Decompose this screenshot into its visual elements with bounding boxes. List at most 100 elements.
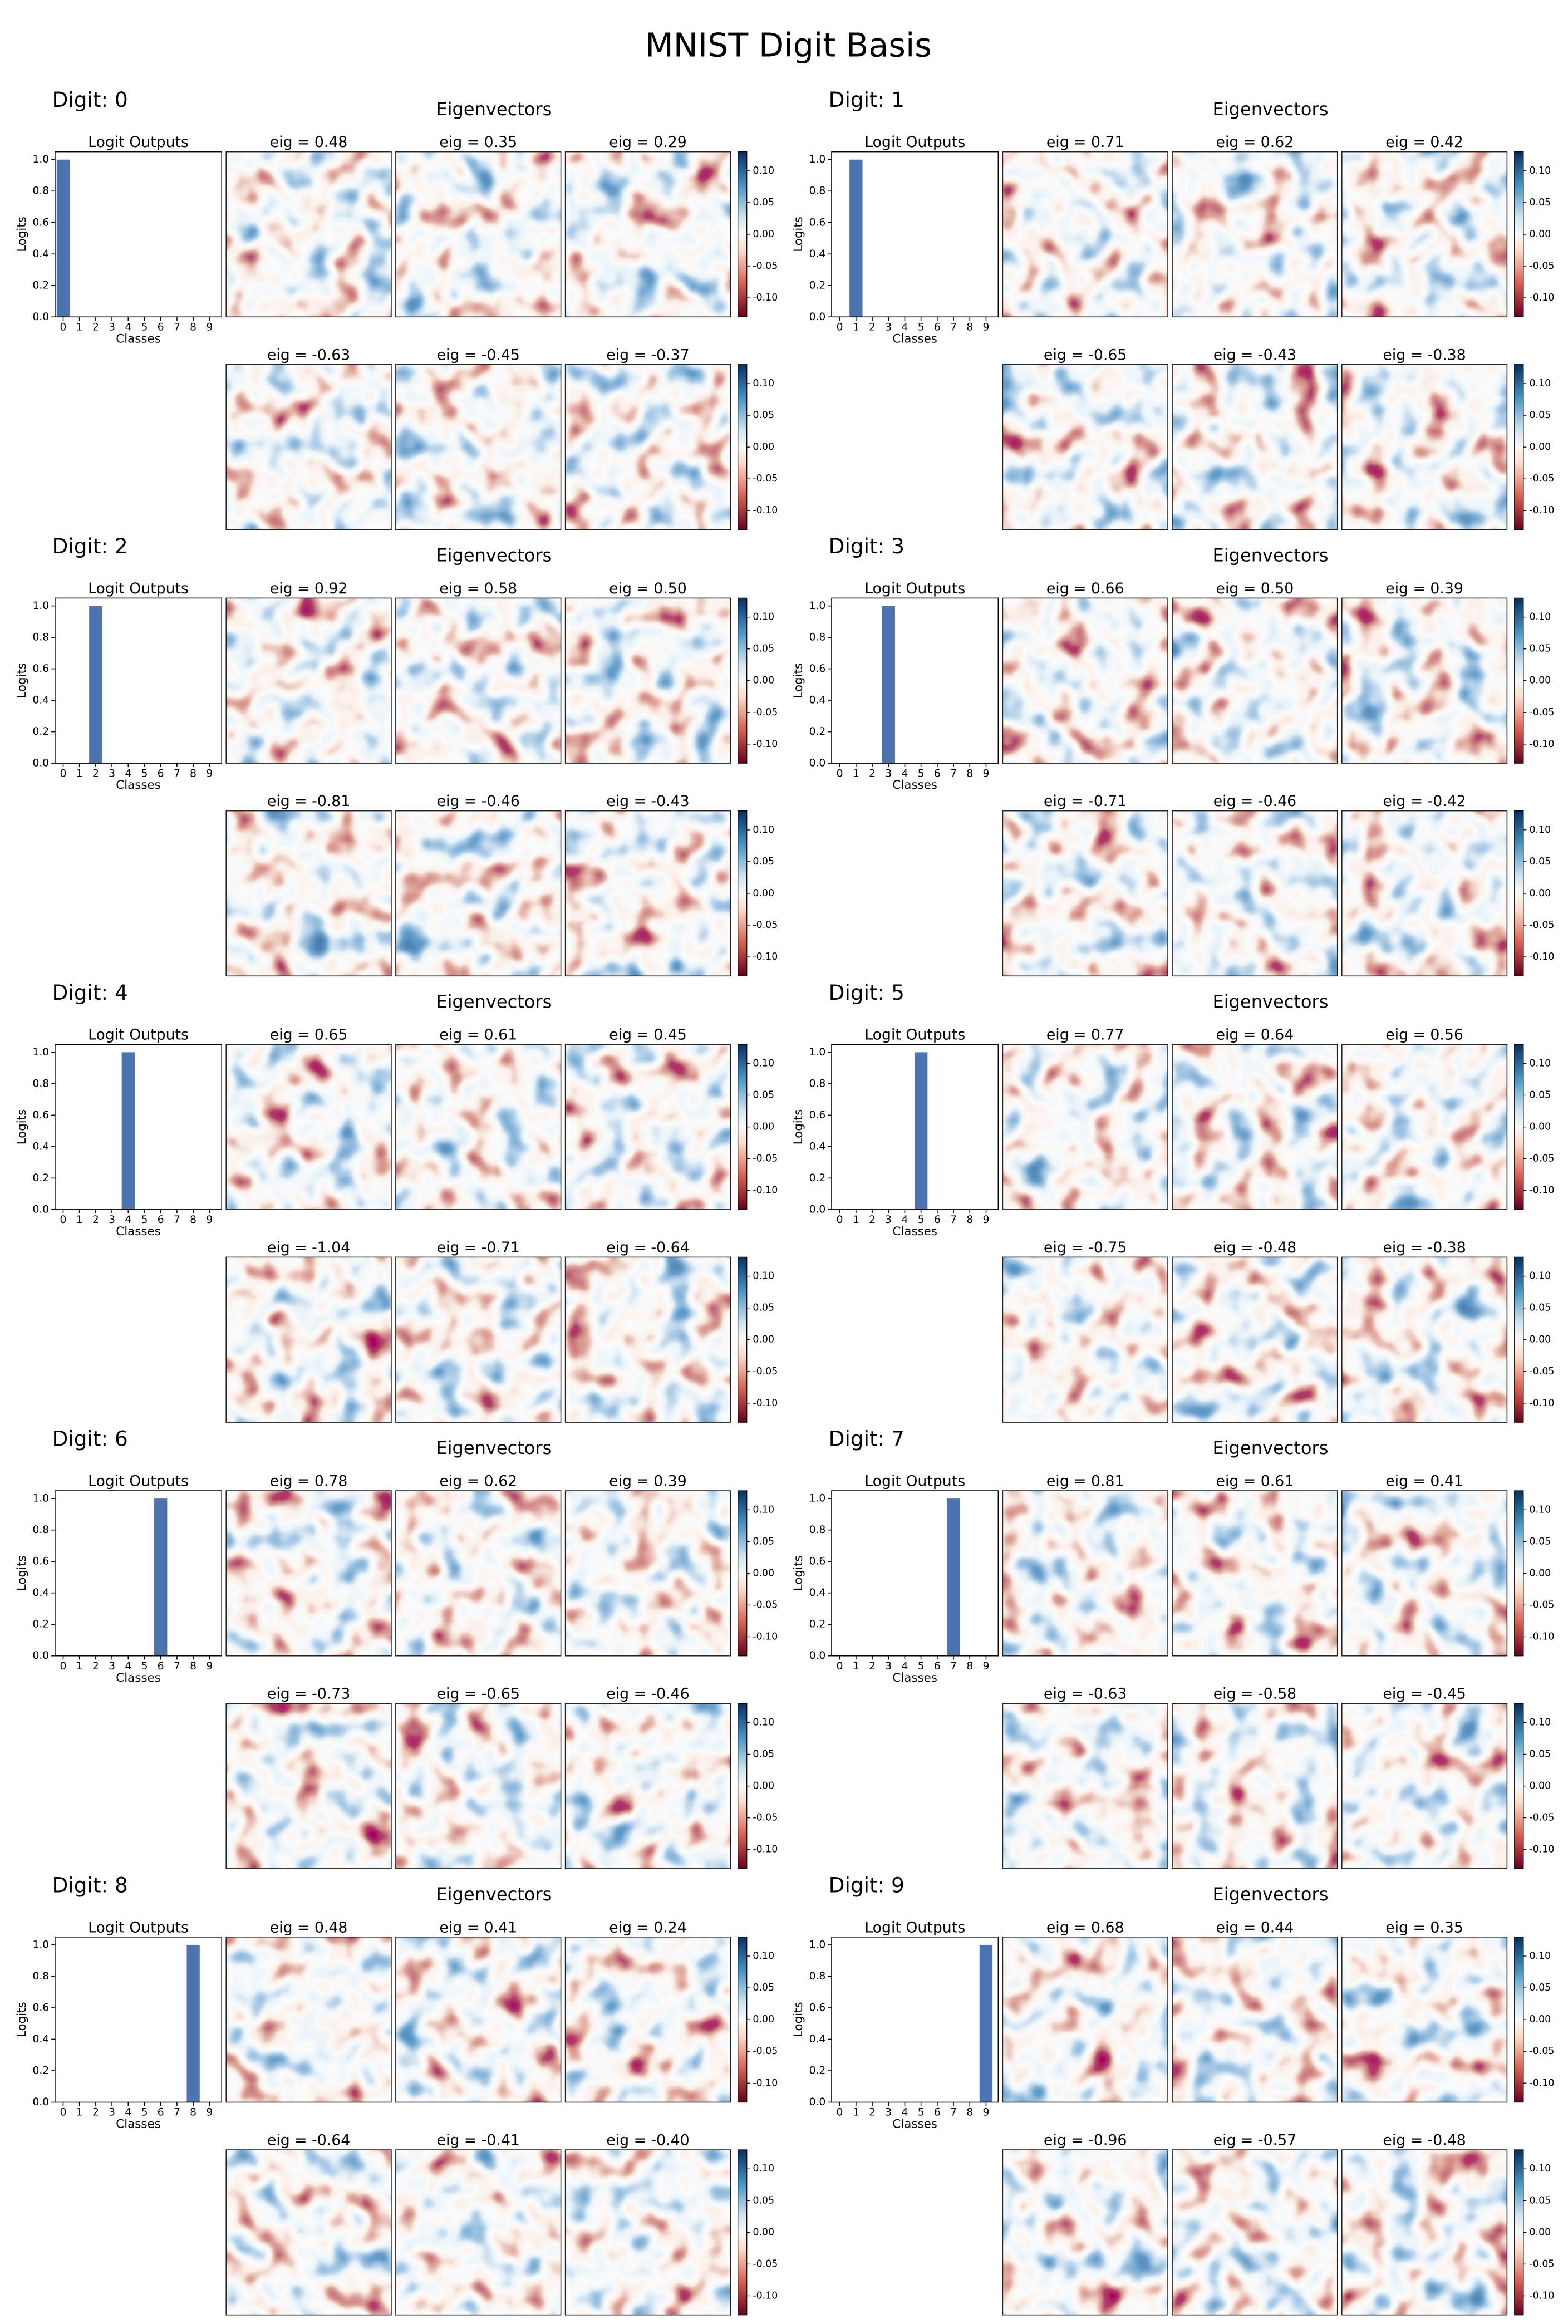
- colorbar-tick-label: 0.05: [1530, 1536, 1551, 1547]
- eigenvector-image: [395, 151, 561, 317]
- x-tick-label: 6: [158, 768, 164, 779]
- x-tick-label: 7: [950, 768, 957, 779]
- y-tick-label: 0.2: [809, 1172, 826, 1184]
- y-tick-label: 0.8: [32, 1078, 49, 1089]
- colorbar-tick-label: 0.10: [1530, 1717, 1551, 1728]
- y-tick-label: 0.0: [809, 758, 826, 769]
- eigen-title: Eigenvectors: [1212, 99, 1328, 120]
- x-tick-label: 2: [869, 2107, 876, 2119]
- image-frame: [1341, 1703, 1508, 1869]
- image-frame: [1341, 1937, 1508, 2103]
- y-tick-label: 0.4: [32, 1587, 49, 1599]
- y-tick-label: 0.8: [32, 1971, 49, 1982]
- x-axis-label: Classes: [892, 1225, 937, 1239]
- colorbar-tick-label: 0.10: [753, 378, 774, 389]
- image-frame: [1341, 810, 1508, 977]
- image-frame: [1172, 151, 1338, 318]
- x-tick-label: 8: [966, 1660, 973, 1672]
- eigenvector-image: [1172, 1257, 1338, 1423]
- y-tick-label: 0.0: [32, 1650, 49, 1662]
- eigen-label: eig = 0.66: [1046, 580, 1124, 597]
- eigenvector-image: [1341, 151, 1507, 317]
- colorbar-tick-label: 0.05: [753, 2195, 774, 2206]
- y-tick-label: 1.0: [32, 1493, 49, 1505]
- eigen-label: eig = -0.43: [606, 793, 689, 810]
- eigen-label: eig = 0.50: [609, 580, 687, 597]
- colorbar-tick-label: -0.10: [1530, 951, 1555, 962]
- colorbar-tick-label: 0.05: [753, 1090, 774, 1101]
- eigen-label: eig = 0.56: [1385, 1026, 1463, 1044]
- image-frame: [564, 1703, 731, 1869]
- colorbar-tick-label: 0.00: [753, 675, 774, 686]
- image-frame: [1002, 1256, 1168, 1423]
- chart-title: Logit Outputs: [88, 1919, 189, 1936]
- y-axis-label: Logits: [792, 217, 805, 252]
- x-tick-label: 6: [934, 1214, 941, 1226]
- y-tick-label: 0.0: [809, 2096, 826, 2108]
- eigenvector-image: [565, 810, 731, 976]
- bar: [89, 606, 102, 764]
- y-tick-label: 0.6: [809, 663, 826, 675]
- eigen-label: eig = 0.50: [1216, 580, 1294, 597]
- y-tick-label: 0.2: [809, 1619, 826, 1630]
- eigen-label: eig = 0.71: [1046, 134, 1124, 151]
- chart-title: Logit Outputs: [88, 1472, 189, 1490]
- image-frame: [1002, 1490, 1168, 1657]
- digit-label: Digit: 7: [829, 1427, 905, 1451]
- image-frame: [395, 597, 562, 764]
- x-axis-label: Classes: [892, 778, 937, 792]
- y-tick-label: 0.4: [32, 1141, 49, 1152]
- eigenvector-image: [1172, 1937, 1338, 2102]
- x-tick-label: 3: [109, 1214, 115, 1226]
- colorbar-tick-label: -0.05: [1530, 261, 1555, 272]
- chart-title: Logit Outputs: [864, 134, 965, 151]
- eigenvector-image: [1172, 598, 1338, 764]
- colorbar-tick-label: -0.10: [1530, 2290, 1555, 2301]
- y-tick-label: 0.2: [32, 1619, 49, 1630]
- eigen-label: eig = -0.46: [606, 1686, 689, 1703]
- x-tick-label: 1: [76, 768, 83, 779]
- colorbar-tick-label: -0.05: [1530, 707, 1555, 718]
- y-tick-label: 0.4: [809, 1587, 826, 1599]
- eigen-title: Eigenvectors: [1212, 545, 1328, 566]
- eigen-label: eig = -0.42: [1383, 793, 1466, 810]
- axes-frame: [831, 1490, 999, 1657]
- x-tick-label: 0: [60, 768, 67, 779]
- eigenvector-image: [226, 1703, 391, 1869]
- colorbar: [1514, 810, 1524, 976]
- y-tick-label: 0.8: [32, 1524, 49, 1536]
- colorbar-tick-label: 0.10: [753, 165, 774, 176]
- eigen-label: eig = 0.48: [270, 1919, 348, 1936]
- x-tick-label: 1: [853, 768, 859, 779]
- eigen-label: eig = 0.29: [609, 134, 687, 151]
- colorbar-tick-label: 0.10: [753, 2163, 774, 2174]
- colorbar-tick-label: -0.10: [753, 1185, 778, 1196]
- colorbar-tick-label: -0.05: [1530, 1366, 1555, 1377]
- eigenvector-image: [565, 1703, 731, 1869]
- x-tick-label: 0: [837, 1214, 843, 1226]
- chart-title: Logit Outputs: [864, 1919, 965, 1936]
- x-tick-label: 4: [901, 321, 908, 333]
- x-tick-label: 2: [869, 321, 876, 333]
- colorbar-tick-label: 0.05: [1530, 2195, 1551, 2206]
- colorbar-tick-label: -0.10: [753, 1631, 778, 1642]
- eigenvector-image: [1341, 1491, 1507, 1656]
- eigenvector-image: [226, 364, 391, 530]
- image-frame: [1172, 810, 1338, 977]
- colorbar-tick-label: 0.10: [1530, 165, 1551, 176]
- colorbar-tick-label: 0.10: [753, 1058, 774, 1069]
- eigen-label: eig = -0.45: [1383, 1686, 1466, 1703]
- colorbar-tick-label: 0.05: [753, 410, 774, 421]
- x-tick-label: 3: [885, 321, 892, 333]
- image-frame: [225, 1256, 392, 1423]
- y-tick-label: 0.2: [32, 2065, 49, 2076]
- image-frame: [1172, 597, 1338, 764]
- colorbar-tick-label: 0.00: [1530, 2014, 1551, 2025]
- image-frame: [1172, 1490, 1338, 1657]
- x-axis-label: Classes: [892, 332, 937, 346]
- eigenvector-image: [226, 1257, 391, 1423]
- y-tick-label: 0.8: [809, 1971, 826, 1982]
- y-tick-label: 0.6: [32, 1556, 49, 1568]
- eigen-label: eig = -0.64: [267, 2131, 350, 2149]
- eigen-label: eig = 0.41: [439, 1919, 517, 1936]
